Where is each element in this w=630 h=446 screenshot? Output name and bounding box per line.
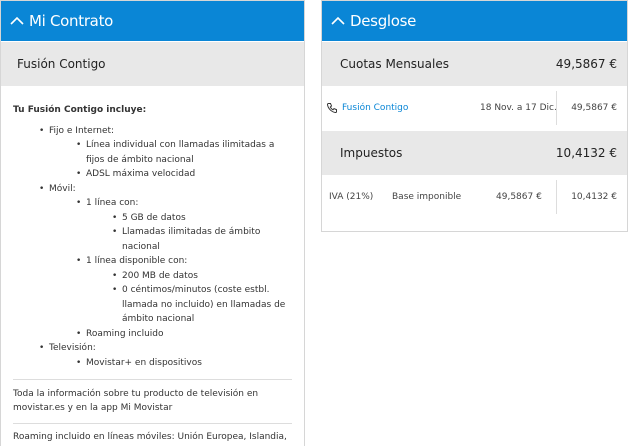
list-item: Roaming incluido [86,327,292,342]
mi-contrato-panel: Mi Contrato Fusión Contigo Tu Fusión Con… [0,0,305,446]
cuota-amount: 49,5867 € [571,103,617,113]
list-item: ADSL máxima velocidad [86,167,292,182]
cuotas-label: Cuotas Mensuales [340,57,449,71]
subitem-label: 0 céntimos/minutos (coste estbl. llamada… [122,283,300,327]
item-label: 1 línea con: [86,196,292,211]
item-label: Roaming incluido [86,327,292,342]
iva-row: IVA (21%) Base imponible 49,5867 € 10,41… [322,175,627,219]
fusion-contigo-label: Fusión Contigo [342,103,409,113]
period-label: 18 Nov. a 17 Dic. [480,103,557,113]
divider [13,423,292,424]
list-item: 1 línea disponible con: 200 MB de datos … [86,254,292,327]
impuestos-total: 10,4132 € [555,146,617,160]
item-label: ADSL máxima velocidad [86,167,292,182]
list-item: Línea individual con llamadas ilimitadas… [86,138,292,167]
item-label: 1 línea disponible con: [86,254,292,269]
subitem-label: 5 GB de datos [122,211,292,226]
impuestos-section: Impuestos 10,4132 € [322,131,627,175]
list-item: 200 MB de datos [122,269,292,284]
list-item: Móvil: 1 línea con: 5 GB de datos Llamad… [49,182,292,342]
list-item: Televisión: Movistar+ en dispositivos [49,341,292,370]
chevron-up-icon[interactable] [9,15,25,27]
desglose-panel: Desglose Cuotas Mensuales 49,5867 € Fusi… [321,0,628,232]
cuotas-section: Cuotas Mensuales 49,5867 € [322,42,627,86]
cuota-row: Fusión Contigo 18 Nov. a 17 Dic. 49,5867… [322,86,627,130]
mi-contrato-header[interactable]: Mi Contrato [1,1,304,41]
list-item: 1 línea con: 5 GB de datos Llamadas ilim… [86,196,292,254]
cuotas-total: 49,5867 € [555,57,617,71]
item-label: Línea individual con llamadas ilimitadas… [86,138,292,167]
roaming-note: Roaming incluido en líneas móviles: Unió… [13,432,287,446]
phone-icon [326,102,338,114]
includes-title: Tu Fusión Contigo incluye: [13,105,147,115]
list-item: Movistar+ en dispositivos [86,356,292,371]
desglose-header[interactable]: Desglose [322,1,627,41]
section-label: Móvil: [49,184,76,194]
plan-name-bar: Fusión Contigo [1,42,304,86]
divider [556,180,557,214]
chevron-up-icon[interactable] [330,15,346,27]
divider [556,91,557,125]
contract-details: Tu Fusión Contigo incluye: Fijo e Intern… [1,86,304,446]
item-label: Movistar+ en dispositivos [86,356,292,371]
list-item: 0 céntimos/minutos (coste estbl. llamada… [122,283,300,327]
impuestos-label: Impuestos [340,146,403,160]
base-imponible-amount: 49,5867 € [496,192,542,202]
plan-name: Fusión Contigo [17,57,106,71]
subitem-label: 200 MB de datos [122,269,292,284]
list-item: 5 GB de datos [122,211,292,226]
base-imponible-label: Base imponible [392,192,462,202]
desglose-title: Desglose [350,12,417,30]
mi-contrato-title: Mi Contrato [29,12,114,30]
iva-label: IVA (21%) [329,192,374,202]
subitem-label: Llamadas ilimitadas de ámbito nacional [122,225,292,254]
section-label: Fijo e Internet: [49,126,114,136]
list-item: Fijo e Internet: Línea individual con ll… [49,124,292,182]
section-label: Televisión: [49,343,96,353]
divider [13,379,292,380]
tv-info-note: Toda la información sobre tu producto de… [13,389,259,413]
fusion-contigo-link[interactable]: Fusión Contigo [326,102,408,114]
iva-amount: 10,4132 € [571,192,617,202]
section-list: Fijo e Internet: Línea individual con ll… [13,124,292,371]
list-item: Llamadas ilimitadas de ámbito nacional [122,225,292,254]
